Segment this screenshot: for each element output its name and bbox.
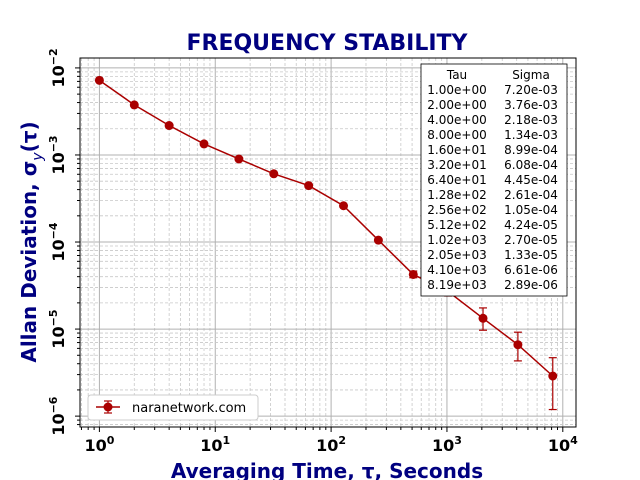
table-cell-sigma: 6.61e-06 — [504, 263, 558, 277]
y-tick-label: 10−2 — [47, 48, 68, 87]
table-cell-tau: 8.19e+03 — [427, 278, 486, 292]
table-cell-tau: 4.10e+03 — [427, 263, 486, 277]
data-point — [129, 100, 139, 110]
y-tick-label: 10−5 — [47, 310, 68, 349]
table-cell-sigma: 4.45e-04 — [504, 173, 558, 187]
y-tick-label: 10−6 — [47, 396, 68, 435]
y-tick-label: 10−3 — [47, 135, 68, 174]
y-axis-label-main: Allan Deviation, σ — [17, 161, 41, 363]
table-cell-tau: 4.00e+00 — [427, 113, 486, 127]
table-cell-sigma: 4.24e-05 — [504, 218, 558, 232]
x-tick-label: 100 — [84, 434, 114, 455]
table-cell-sigma: 3.76e-03 — [504, 98, 558, 112]
data-point — [94, 75, 104, 85]
y-tick-label: 10−4 — [47, 222, 68, 261]
table-header-tau: Tau — [446, 68, 467, 82]
table-cell-tau: 6.40e+01 — [427, 173, 486, 187]
table-cell-tau: 5.12e+02 — [427, 218, 486, 232]
data-point — [339, 201, 349, 211]
data-point — [199, 139, 209, 149]
legend-box — [87, 394, 259, 421]
x-tick-label: 102 — [316, 434, 346, 455]
table-cell-tau: 1.02e+03 — [427, 233, 486, 247]
table-cell-sigma: 7.20e-03 — [504, 83, 558, 97]
table-cell-sigma: 8.99e-04 — [504, 143, 558, 157]
data-point — [513, 340, 523, 350]
data-point — [234, 154, 244, 164]
table-header-sigma: Sigma — [512, 68, 550, 82]
table-cell-sigma: 2.89e-06 — [504, 278, 558, 292]
legend: naranetwork.com — [87, 394, 259, 421]
table-cell-tau: 2.56e+02 — [427, 203, 486, 217]
data-point — [304, 181, 314, 191]
chart-title: FREQUENCY STABILITY — [186, 31, 468, 56]
y-axis-label-tail: (τ) — [17, 121, 41, 152]
table-cell-sigma: 1.34e-03 — [504, 128, 558, 142]
table-cell-sigma: 1.33e-05 — [504, 248, 558, 262]
x-tick-label: 104 — [548, 434, 578, 455]
data-point — [408, 269, 418, 279]
y-axis-label: Allan Deviation, σy(τ) — [17, 121, 46, 362]
data-point — [548, 371, 558, 381]
data-table-box — [420, 63, 568, 297]
x-axis-label: Averaging Time, τ, Seconds — [171, 459, 483, 480]
table-cell-tau: 8.00e+00 — [427, 128, 486, 142]
table-cell-tau: 1.28e+02 — [427, 188, 486, 202]
data-point — [164, 121, 174, 131]
axis-ticks: 100 101 102 103 104 10−6 10−5 10−4 10−3 10−2 — [47, 48, 578, 455]
table-cell-tau: 2.05e+03 — [427, 248, 486, 262]
x-tick-label: 101 — [200, 434, 230, 455]
table-cell-tau: 2.00e+00 — [427, 98, 486, 112]
table-cell-tau: 3.20e+01 — [427, 158, 486, 172]
y-axis-label-sub: y — [30, 152, 46, 162]
legend-label: naranetwork.com — [132, 401, 246, 416]
data-point — [478, 313, 488, 323]
table-cell-sigma: 2.70e-05 — [504, 233, 558, 247]
data-table: Tau Sigma 1.00e+00 7.20e-03 2.00e+00 3.76e-03… — [420, 63, 568, 297]
table-cell-sigma: 6.08e-04 — [504, 158, 558, 172]
table-cell-sigma: 2.61e-04 — [504, 188, 558, 202]
data-point — [269, 169, 279, 179]
data-point — [373, 235, 383, 245]
table-cell-tau: 1.60e+01 — [427, 143, 486, 157]
series-line — [98, 79, 554, 377]
x-tick-label: 103 — [432, 434, 462, 455]
table-cell-sigma: 1.05e-04 — [504, 203, 558, 217]
table-cell-tau: 1.00e+00 — [427, 83, 486, 97]
table-cell-sigma: 2.18e-03 — [504, 113, 558, 127]
legend-marker — [103, 402, 113, 412]
